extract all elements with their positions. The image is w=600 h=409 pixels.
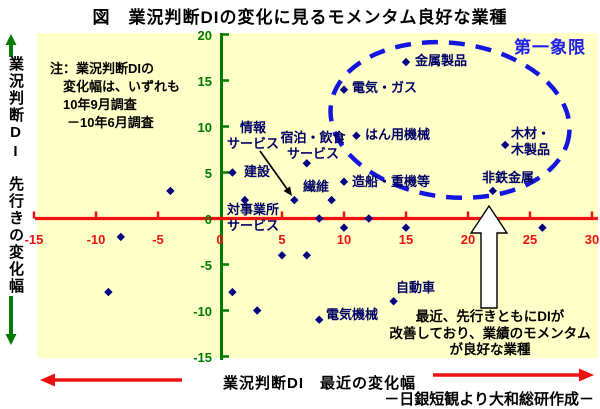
x-tick-label: 20 <box>460 232 476 247</box>
y-tick-label: 5 <box>204 165 212 181</box>
survey-note: 注：業況判断DIの変化幅は、いずれも 10年9月調査 －10年6月調査 <box>50 60 180 132</box>
survey-note-line: －10年6月調査 <box>67 115 154 130</box>
x-tick-label: 25 <box>522 232 538 247</box>
industry-label: 非鉄金属 <box>482 170 535 185</box>
momentum-annotation-line: が良好な業種 <box>449 342 531 357</box>
first-quadrant-label: 第一象限 <box>514 38 586 57</box>
survey-note-line: 注：業況判断DIの <box>50 61 155 76</box>
industry-label: 電気機械 <box>326 307 379 322</box>
momentum-annotation-line: 改善しており、業績のモメンタム <box>389 325 591 341</box>
industry-label: 対事業所 サービス <box>227 202 280 233</box>
y-axis-title-line2: 先行きの変化幅 <box>7 176 24 295</box>
green-up-arrow-head <box>5 34 17 45</box>
source-attribution: －日銀短観より大和総研作成－ <box>384 391 594 408</box>
x-tick-label: -10 <box>86 232 106 247</box>
momentum-annotation: 最近、先行きともにDIが 改善しており、業績のモメンタム が良好な業種 <box>383 309 597 359</box>
y-tick-label: 0 <box>204 211 212 227</box>
x-tick-label: -15 <box>24 232 44 247</box>
survey-note-line: 変化幅は、いずれも <box>63 79 181 94</box>
industry-label: 金属製品 <box>415 53 468 68</box>
x-tick-label: 0 <box>216 232 224 247</box>
industry-label: 繊維 <box>303 179 330 194</box>
momentum-annotation-line: 最近、先行きともにDIが <box>415 309 565 324</box>
x-tick-label: 5 <box>278 232 286 247</box>
chart-title: 図 業況判断DIの変化に見るモメンタム良好な業種 <box>92 8 508 27</box>
x-axis-title: 業況判断DI 最近の変化幅 <box>223 375 417 392</box>
x-tick-label: -5 <box>152 232 164 247</box>
red-right-arrow-head <box>579 368 594 382</box>
x-tick-label: 30 <box>584 232 600 247</box>
survey-note-line: 10年9月調査 <box>63 97 137 112</box>
y-tick-label: 20 <box>197 27 212 43</box>
industry-label: 自動車 <box>396 280 436 295</box>
industry-label: 情報 サービス <box>226 120 280 151</box>
industry-label: 電気・ガス <box>352 80 418 95</box>
industry-label: はん用機械 <box>365 127 431 142</box>
y-tick-label: -15 <box>193 349 212 365</box>
industry-label: 建設 <box>244 164 271 179</box>
industry-label: 造船・重機等 <box>352 174 431 189</box>
x-tick-label: 10 <box>336 232 352 247</box>
x-tick-label: 15 <box>398 232 414 247</box>
y-axis-title: 業況判断DI 先行きの変化幅 <box>2 56 28 295</box>
y-tick-label: -5 <box>200 257 212 273</box>
y-axis-title-line1: 業況判断DI <box>7 56 24 162</box>
industry-label: 宿泊・飲食 サービス <box>280 130 346 161</box>
green-down-arrow-head <box>5 334 17 345</box>
y-tick-label: -10 <box>193 303 212 319</box>
y-tick-label: 10 <box>197 119 212 135</box>
red-left-arrow-head <box>40 373 55 387</box>
y-tick-label: 15 <box>197 73 212 89</box>
industry-label: 木材・ 木製品 <box>511 126 551 157</box>
